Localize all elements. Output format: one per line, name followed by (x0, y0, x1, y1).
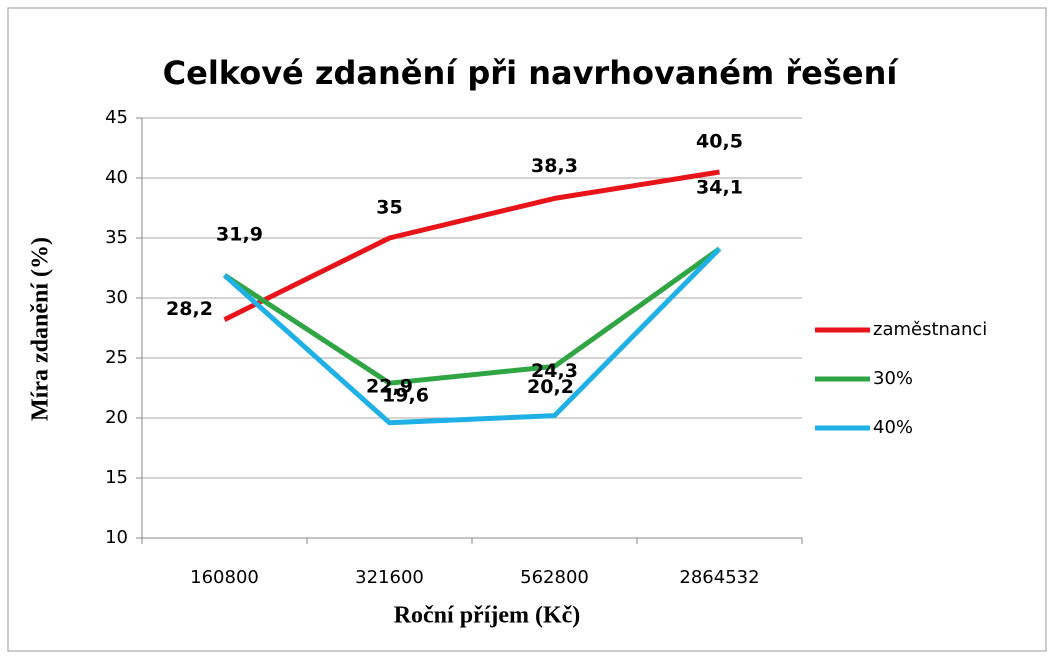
legend-label: 30% (873, 368, 913, 389)
y-tick-label: 25 (105, 347, 128, 368)
data-label: 24,3 (531, 360, 578, 382)
series-line (223, 246, 721, 386)
y-tick-label: 40 (105, 167, 128, 188)
data-label: 19,6 (382, 384, 429, 406)
y-tick-label: 10 (105, 527, 128, 548)
x-tick-label: 562800 (520, 567, 589, 588)
legend-label: zaměstnanci (873, 319, 987, 340)
y-axis-label: Míra zdanění (%) (28, 237, 54, 421)
chart-title: Celkové zdanění při navrhovaném řešení (163, 54, 900, 92)
data-label: 31,9 (216, 224, 263, 246)
data-label: 22,9 (366, 376, 413, 398)
data-label: 40,5 (696, 131, 743, 153)
data-label: 38,3 (531, 155, 578, 177)
chart-frame (7, 7, 1047, 652)
y-tick-label: 35 (105, 227, 128, 248)
series-line (223, 169, 720, 322)
legend-label: 40% (873, 417, 913, 438)
x-tick-label: 160800 (190, 567, 259, 588)
y-tick-label: 20 (105, 407, 128, 428)
x-tick-label: 2864532 (679, 567, 759, 588)
y-tick-label: 30 (105, 287, 128, 308)
x-axis-label: Roční příjem (Kč) (394, 603, 581, 629)
y-tick-label: 45 (105, 107, 128, 128)
data-label: 28,2 (166, 298, 213, 320)
data-label: 35 (376, 197, 402, 219)
data-label: 20,2 (527, 376, 574, 398)
y-tick-label: 15 (105, 467, 128, 488)
series-line (222, 247, 722, 426)
x-tick-label: 321600 (355, 567, 424, 588)
data-label: 34,1 (696, 176, 743, 198)
